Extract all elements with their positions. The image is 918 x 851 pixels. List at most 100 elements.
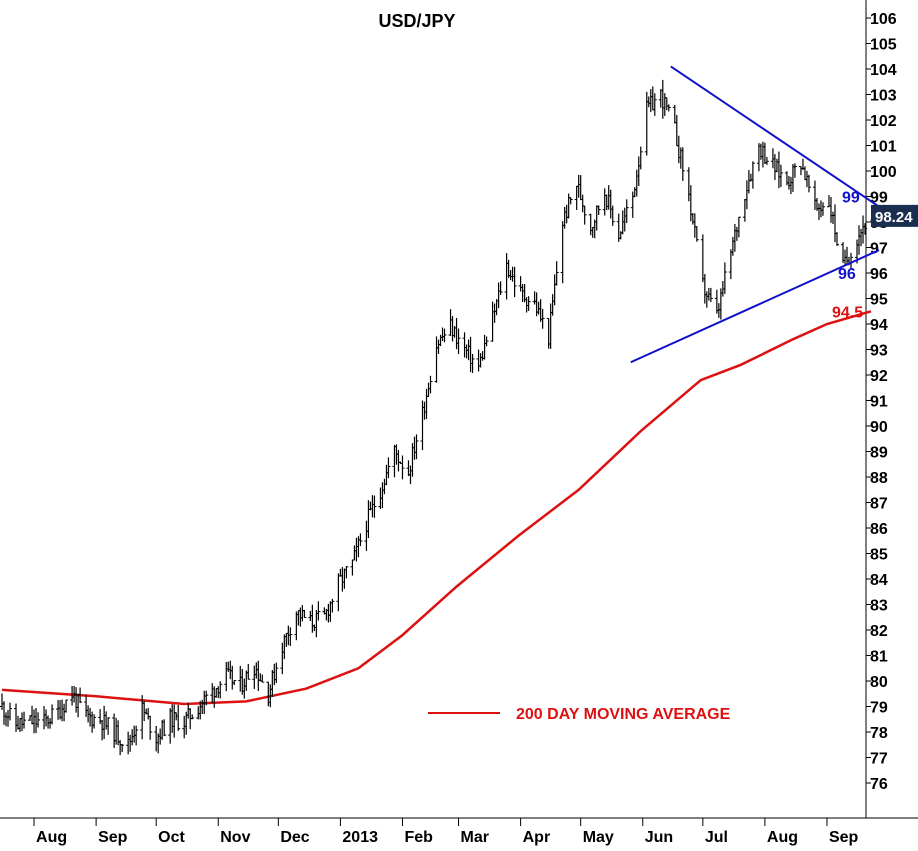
resistance-trendline-label: 99 — [842, 190, 860, 207]
price-bar — [182, 715, 187, 739]
price-bar — [518, 276, 523, 292]
price-bar — [790, 163, 795, 192]
price-bar — [494, 299, 499, 316]
chart-title: USD/JPY — [378, 11, 455, 31]
price-bar — [74, 687, 79, 713]
price-bar — [30, 705, 35, 725]
price-bar — [632, 187, 637, 198]
price-bar — [620, 210, 625, 235]
price-bar — [578, 175, 583, 201]
price-bar — [142, 700, 147, 721]
price-bar — [464, 344, 469, 359]
price-bar — [590, 226, 595, 238]
price-bar — [690, 212, 695, 225]
y-tick-label: 82 — [870, 623, 888, 640]
price-bar — [340, 567, 345, 592]
price-bar — [170, 704, 175, 733]
price-bar — [660, 79, 665, 119]
price-bar — [616, 213, 621, 242]
price-bar — [634, 169, 639, 197]
price-bar — [496, 282, 501, 309]
price-bar — [436, 339, 441, 354]
y-tick-label: 77 — [870, 751, 888, 768]
price-bar — [636, 156, 641, 187]
price-bar — [296, 610, 301, 626]
price-bar — [841, 242, 845, 263]
price-bar — [764, 156, 769, 165]
legend-label: 200 DAY MOVING AVERAGE — [516, 706, 731, 723]
x-tick-label: May — [583, 829, 614, 846]
price-bar — [408, 465, 413, 485]
price-bar — [270, 669, 275, 697]
price-bar — [818, 200, 823, 218]
y-tick-label: 97 — [870, 241, 888, 258]
price-bar — [154, 725, 159, 752]
price-bar — [56, 700, 61, 720]
price-bar — [280, 642, 285, 675]
price-bar — [400, 455, 405, 480]
x-tick-label: Sep — [98, 829, 128, 846]
price-bar — [254, 662, 259, 679]
price-bar — [456, 328, 461, 355]
price-bar — [762, 142, 767, 164]
price-bar — [832, 204, 837, 243]
price-bar — [845, 246, 850, 265]
price-bar — [532, 291, 537, 305]
price-bar — [863, 223, 868, 235]
price-bar — [420, 400, 425, 451]
price-bar — [722, 262, 727, 294]
price-bar — [224, 661, 229, 692]
price-bar — [238, 665, 243, 692]
x-tick-label: Jul — [705, 829, 728, 846]
x-tick-label: Mar — [461, 829, 489, 846]
price-bar — [396, 449, 401, 472]
price-bar — [342, 568, 347, 589]
price-bar — [372, 495, 377, 518]
price-bar — [538, 299, 543, 322]
price-bar — [146, 707, 151, 720]
resistance-trendline — [670, 65, 880, 208]
price-bar — [134, 725, 139, 746]
price-bar — [102, 705, 107, 739]
price-bar — [284, 632, 289, 647]
price-bar — [786, 176, 791, 190]
price-bar — [574, 185, 579, 210]
price-bar — [548, 303, 553, 349]
y-tick-label: 78 — [870, 725, 888, 742]
price-bar — [606, 185, 611, 210]
price-bar — [748, 173, 753, 182]
price-bar — [438, 334, 443, 347]
price-bar — [42, 706, 47, 730]
y-tick-label: 89 — [870, 445, 888, 462]
price-bar — [650, 86, 655, 111]
price-bar — [470, 353, 475, 373]
price-bar — [226, 661, 231, 672]
x-tick-label: Jun — [645, 829, 673, 846]
y-tick-label: 96 — [870, 266, 888, 283]
price-bar — [4, 712, 9, 727]
price-bar — [230, 665, 235, 690]
y-axis: 76 77 78 79 80 81 82 83 84 85 86 87 88 89 90 91 92 93 94 95… — [865, 0, 897, 818]
price-bar — [476, 349, 481, 372]
trendlines: 99 96 — [630, 65, 880, 364]
price-bar — [412, 436, 417, 460]
price-bar — [310, 604, 315, 633]
price-bar — [76, 693, 81, 718]
price-bar — [252, 665, 257, 689]
price-bar — [630, 191, 635, 218]
price-bar — [674, 114, 679, 147]
y-tick-label: 86 — [870, 521, 888, 538]
price-bar — [484, 336, 489, 347]
price-bar — [704, 291, 709, 308]
price-bar — [92, 714, 97, 729]
price-bar — [64, 699, 69, 713]
price-bar — [32, 709, 37, 734]
price-bar — [648, 89, 653, 113]
price-bar — [158, 728, 163, 745]
y-tick-label: 104 — [870, 62, 897, 79]
price-bar — [244, 670, 249, 691]
price-bar — [552, 274, 557, 306]
price-bar — [666, 104, 671, 112]
y-tick-label: 87 — [870, 496, 888, 513]
y-tick-label: 95 — [870, 292, 888, 309]
